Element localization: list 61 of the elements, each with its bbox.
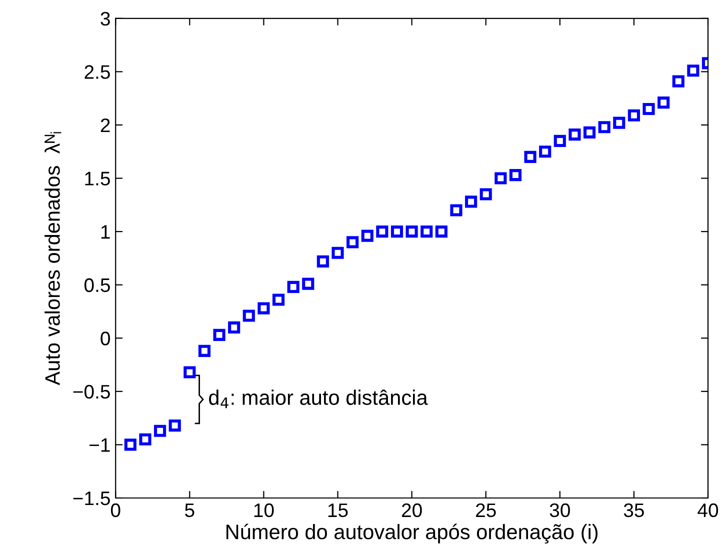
y-tick-label: 2 bbox=[100, 118, 110, 132]
x-tick-label: 15 bbox=[328, 504, 348, 518]
point bbox=[658, 96, 670, 109]
point bbox=[361, 230, 374, 242]
point bbox=[242, 310, 255, 322]
point bbox=[524, 150, 536, 163]
point bbox=[316, 255, 329, 268]
point bbox=[124, 438, 136, 451]
point bbox=[184, 366, 196, 378]
point bbox=[642, 102, 655, 116]
point bbox=[228, 321, 240, 334]
point bbox=[539, 146, 552, 158]
point bbox=[168, 419, 181, 432]
point bbox=[554, 134, 566, 148]
x-tick-label: 35 bbox=[624, 503, 644, 518]
point bbox=[672, 75, 684, 88]
x-axis-title: Número do autovalor após ordenação (i) bbox=[226, 524, 598, 544]
y-axis-title: Auto valores ordenados λᴺᵢ bbox=[44, 132, 62, 386]
annotation: d$_{4}$: maior auto distância bbox=[209, 390, 428, 408]
x-tick-label: 5 bbox=[185, 504, 194, 518]
point bbox=[568, 128, 581, 141]
y-tick-label: 0 bbox=[100, 332, 110, 346]
point bbox=[272, 294, 285, 306]
y-tick-label: 0.5 bbox=[84, 278, 110, 292]
point bbox=[628, 109, 640, 122]
point bbox=[287, 280, 300, 294]
point bbox=[464, 196, 478, 208]
point bbox=[139, 433, 152, 446]
point bbox=[198, 344, 211, 357]
point bbox=[435, 226, 448, 238]
point bbox=[154, 424, 166, 437]
point bbox=[494, 172, 507, 184]
point bbox=[509, 169, 522, 182]
point bbox=[332, 246, 344, 259]
x-tick-label: 0 bbox=[110, 503, 120, 518]
y-tick-label: 3 bbox=[100, 12, 110, 26]
point bbox=[346, 236, 359, 248]
x-tick-label: 10 bbox=[254, 503, 274, 518]
x-tick-label: 20 bbox=[402, 503, 422, 518]
point bbox=[376, 226, 388, 238]
point bbox=[583, 126, 596, 138]
point bbox=[480, 188, 492, 200]
point bbox=[213, 328, 226, 341]
point bbox=[302, 278, 314, 290]
x-tick-label: 40 bbox=[698, 503, 718, 518]
point bbox=[598, 121, 610, 134]
point bbox=[687, 64, 700, 77]
y-tick-label: 2.5 bbox=[84, 65, 110, 79]
y-tick-label: −1 bbox=[90, 438, 110, 452]
point bbox=[258, 302, 270, 314]
point bbox=[390, 226, 404, 238]
point bbox=[406, 226, 418, 238]
point bbox=[420, 226, 433, 238]
point bbox=[613, 116, 626, 129]
y-tick-label: −1.5 bbox=[73, 492, 110, 506]
point bbox=[450, 204, 462, 216]
y-tick-label: −0.5 bbox=[73, 384, 110, 399]
x-tick-label: 25 bbox=[476, 503, 496, 518]
y-tick-label: 1.5 bbox=[85, 172, 110, 186]
x-tick-label: 30 bbox=[550, 503, 570, 518]
y-tick-label: 1 bbox=[101, 225, 110, 239]
